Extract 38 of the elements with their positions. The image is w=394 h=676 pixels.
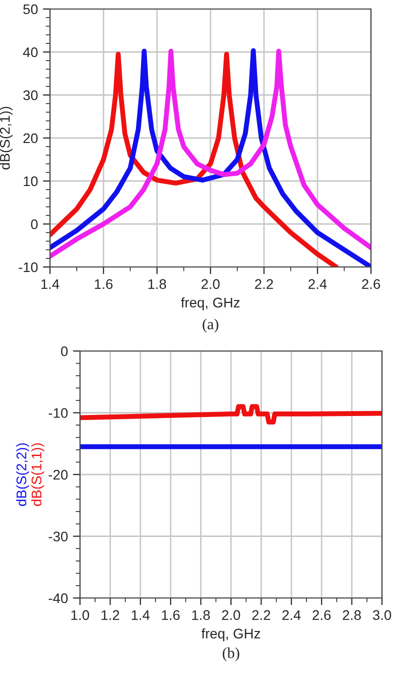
x-tick-label: 2.0 xyxy=(222,610,240,620)
x-tick-label: 3.0 xyxy=(372,610,392,620)
x-tick-label: 1.0 xyxy=(71,610,90,620)
y-tick-label: -30 xyxy=(48,532,68,542)
y-tick-label: 20 xyxy=(23,133,38,144)
x-tick-label: 1.6 xyxy=(94,279,113,290)
x-tick-label: 1.4 xyxy=(41,279,60,289)
y-tick-label: 10 xyxy=(24,176,38,186)
x-axis-title: freq, GHz xyxy=(180,297,240,310)
text: (a) xyxy=(202,318,218,332)
y-axis-title: dB(S(2,1)) xyxy=(0,106,13,170)
x-tick-label: 2.0 xyxy=(202,279,220,290)
y-tick-label: 30 xyxy=(23,90,38,100)
x-tick-label: 1.8 xyxy=(148,279,166,290)
y-tick-label: -40 xyxy=(48,593,68,604)
y-tick-label: -10 xyxy=(48,408,68,418)
line-series xyxy=(80,404,382,424)
y-tick-label: 0 xyxy=(61,346,68,356)
y-tick-label: -20 xyxy=(48,470,68,480)
y-tick-label: -10 xyxy=(18,262,38,272)
y-tick-label: 40 xyxy=(23,47,38,58)
x-tick-label: 1.4 xyxy=(132,610,150,620)
x-axis-title: freq, GHz xyxy=(201,628,260,642)
y-tick-label: 50 xyxy=(23,4,38,14)
x-tick-label: 2.2 xyxy=(255,279,273,289)
x-tick-label: 2.6 xyxy=(362,279,380,290)
x-tick-label: 2.4 xyxy=(282,610,301,620)
x-tick-label: 1.8 xyxy=(192,610,210,620)
x-tick-label: 2.2 xyxy=(252,610,270,620)
x-tick-label: 2.4 xyxy=(308,279,327,289)
text: (b) xyxy=(222,647,240,662)
x-tick-label: 1.2 xyxy=(102,610,120,620)
text: dB(S(1,1)) xyxy=(31,443,44,506)
y-tick-label: 0 xyxy=(31,219,38,230)
text: dB(S(2,2)) xyxy=(16,443,30,506)
x-tick-label: 2.6 xyxy=(312,610,331,620)
x-tick-label: 2.8 xyxy=(342,610,361,620)
x-tick-label: 1.6 xyxy=(162,610,180,620)
